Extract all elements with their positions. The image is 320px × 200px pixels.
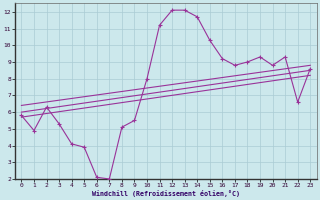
X-axis label: Windchill (Refroidissement éolien,°C): Windchill (Refroidissement éolien,°C) [92, 190, 240, 197]
